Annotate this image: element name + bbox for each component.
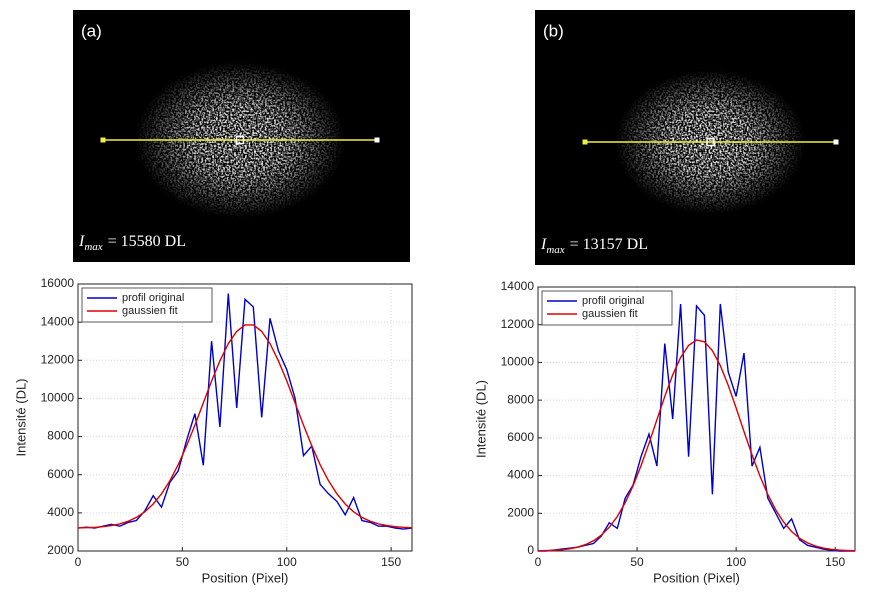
y-tick-label: 16000 (41, 276, 75, 290)
y-tick-label: 14000 (41, 314, 75, 328)
annotation-subscript: max (84, 241, 102, 253)
profile-start (582, 139, 588, 145)
profile-end (833, 139, 839, 145)
legend-box (541, 290, 673, 326)
y-tick-label: 2000 (507, 505, 534, 519)
y-tick-label: 10000 (41, 391, 75, 405)
profile-start (100, 137, 106, 143)
y-tick-label: 2000 (47, 543, 74, 557)
profile-center (706, 137, 715, 147)
x-axis-label: Position (Pixel) (202, 570, 289, 585)
series-line (537, 339, 856, 552)
series-line (77, 324, 413, 529)
profile-end (374, 137, 380, 143)
x-tick-label: 150 (825, 555, 845, 569)
y-tick-label: 10000 (501, 355, 535, 369)
x-tick-label: 0 (535, 555, 542, 569)
y-tick-label: 8000 (47, 429, 74, 443)
plot-frame (537, 286, 856, 552)
annotation: Imax = 13157 DL (540, 236, 648, 256)
legend-label: profil original (582, 295, 644, 307)
annotation-text: = 13157 DL (570, 236, 648, 253)
y-tick-label: 6000 (507, 430, 534, 444)
x-tick-label: 100 (726, 555, 746, 569)
profile-center (235, 135, 245, 145)
x-axis-label: Position (Pixel) (653, 570, 740, 585)
annotation-text: = 15580 DL (108, 233, 186, 250)
annotation-symbol: I (78, 233, 85, 250)
y-tick-label: 12000 (501, 317, 535, 331)
y-tick-label: 8000 (507, 392, 534, 406)
plot-frame (77, 283, 413, 552)
x-tick-label: 50 (630, 555, 644, 569)
y-tick-label: 0 (527, 543, 534, 557)
y-axis-label: Intensité (DL) (13, 378, 28, 456)
y-tick-label: 12000 (41, 352, 75, 366)
y-tick-label: 4000 (507, 468, 534, 482)
legend-label: gaussien fit (122, 305, 178, 317)
x-tick-label: 100 (277, 555, 297, 569)
annotation-symbol: I (540, 236, 547, 253)
y-tick-label: 4000 (47, 505, 74, 519)
series-line (538, 303, 855, 552)
legend-box (81, 287, 213, 323)
y-tick-label: 14000 (501, 279, 535, 293)
annotation-subscript: max (546, 244, 564, 256)
plot-area (538, 287, 855, 551)
x-tick-label: 0 (75, 555, 82, 569)
x-tick-label: 150 (381, 555, 401, 569)
series-line (77, 293, 413, 530)
annotation: Imax = 15580 DL (78, 233, 186, 253)
panel-label: (b) (543, 21, 564, 40)
x-tick-label: 50 (176, 555, 190, 569)
panel-label: (a) (81, 21, 102, 40)
y-axis-label: Intensité (DL) (473, 380, 488, 458)
y-tick-label: 6000 (47, 467, 74, 481)
plot-area (78, 284, 412, 551)
legend-label: profil original (122, 292, 184, 304)
legend-label: gaussien fit (582, 308, 638, 320)
